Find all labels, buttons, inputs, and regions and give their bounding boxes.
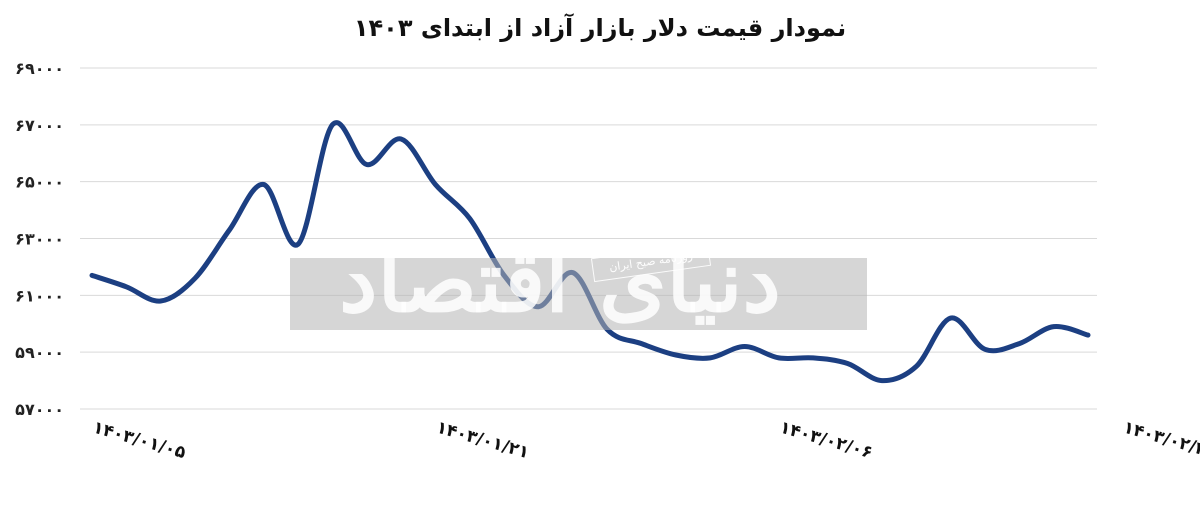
data-point (778, 357, 780, 359)
y-tick-label: ۶۷۰۰۰ (15, 116, 64, 135)
data-point (91, 274, 93, 276)
x-tick-label: ۱۴۰۳/۰۲/۰۶ (778, 418, 875, 464)
data-point (709, 357, 711, 359)
data-point (984, 348, 986, 350)
y-tick-label: ۵۷۰۰۰ (15, 400, 64, 419)
data-point (1087, 334, 1089, 336)
data-point (950, 317, 952, 319)
data-point (847, 363, 849, 365)
data-point (915, 365, 917, 367)
data-point (1053, 326, 1055, 328)
y-tick-label: ۶۳۰۰۰ (15, 230, 64, 249)
y-tick-label: ۵۹۰۰۰ (15, 343, 64, 362)
data-point (469, 218, 471, 220)
data-point (331, 124, 333, 126)
data-point (812, 357, 814, 359)
x-tick-label: ۱۴۰۳/۰۱/۰۵ (91, 418, 188, 464)
y-tick-label: ۶۵۰۰۰ (15, 173, 64, 192)
data-point (194, 277, 196, 279)
data-point (400, 138, 402, 140)
data-point (160, 300, 162, 302)
data-point (641, 343, 643, 345)
y-tick-label: ۶۹۰۰۰ (15, 59, 64, 78)
watermark-logo: دنیای اقتصاد (339, 231, 781, 332)
data-point (263, 184, 265, 186)
data-point (434, 184, 436, 186)
data-point (675, 354, 677, 356)
data-point (228, 229, 230, 231)
x-axis-ticks: ۱۴۰۳/۰۱/۰۵ ۱۴۰۳/۰۱/۲۱ ۱۴۰۳/۰۲/۰۶ ۱۴۰۳/۰۲/۲۲… (91, 418, 1200, 464)
y-tick-label: ۶۱۰۰۰ (15, 286, 64, 305)
x-tick-label: ۱۴۰۳/۰۲/۲۲ (1121, 418, 1200, 464)
data-point (297, 243, 299, 245)
chart-title: نمودار قیمت دلار بازار آزاد از ابتدای ۱۴… (353, 14, 847, 42)
x-tick-label: ۱۴۰۳/۰۱/۲۱ (434, 418, 531, 464)
data-point (366, 164, 368, 166)
data-point (744, 345, 746, 347)
data-point (1018, 343, 1020, 345)
data-point (881, 380, 883, 382)
data-point (125, 286, 127, 288)
y-axis-ticks: ۵۷۰۰۰ ۵۹۰۰۰ ۶۱۰۰۰ ۶۳۰۰۰ ۶۵۰۰۰ ۶۷۰۰۰ ۶۹۰۰۰ (15, 59, 64, 419)
watermark-band (290, 258, 867, 330)
